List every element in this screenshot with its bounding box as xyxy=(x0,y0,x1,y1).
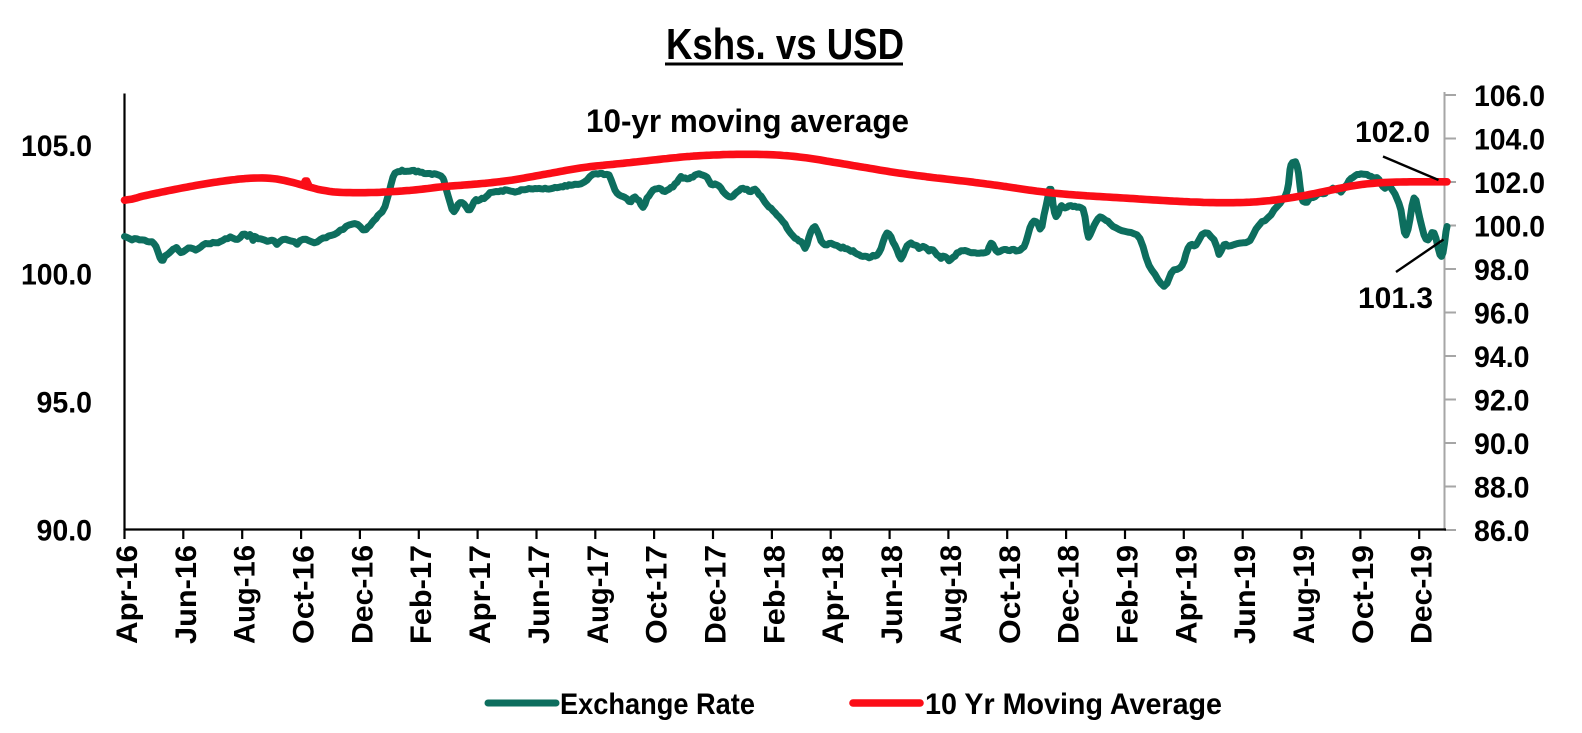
svg-text:Dec-16: Dec-16 xyxy=(346,545,379,644)
svg-text:100.0: 100.0 xyxy=(1474,210,1545,243)
svg-text:90.0: 90.0 xyxy=(1474,428,1530,461)
svg-text:Exchange Rate: Exchange Rate xyxy=(560,688,755,721)
svg-text:Apr-16: Apr-16 xyxy=(111,545,144,644)
svg-text:10-yr moving average: 10-yr moving average xyxy=(586,103,909,139)
svg-text:Feb-19: Feb-19 xyxy=(1112,545,1145,644)
svg-text:Apr-18: Apr-18 xyxy=(817,545,850,644)
svg-text:Aug-19: Aug-19 xyxy=(1288,545,1321,644)
svg-text:Oct-19: Oct-19 xyxy=(1347,545,1380,644)
svg-text:92.0: 92.0 xyxy=(1474,384,1530,417)
svg-text:90.0: 90.0 xyxy=(37,514,93,547)
svg-text:88.0: 88.0 xyxy=(1474,471,1530,504)
svg-text:Oct-16: Oct-16 xyxy=(288,545,321,644)
svg-text:86.0: 86.0 xyxy=(1474,515,1530,548)
svg-text:95.0: 95.0 xyxy=(37,386,93,419)
svg-text:101.3: 101.3 xyxy=(1358,282,1433,315)
svg-text:96.0: 96.0 xyxy=(1474,297,1530,330)
svg-text:104.0: 104.0 xyxy=(1474,123,1545,156)
svg-text:98.0: 98.0 xyxy=(1474,254,1530,287)
svg-text:Feb-18: Feb-18 xyxy=(758,545,791,644)
svg-text:Aug-18: Aug-18 xyxy=(935,545,968,644)
svg-text:Oct-17: Oct-17 xyxy=(641,545,674,644)
svg-text:Kshs. vs USD: Kshs. vs USD xyxy=(666,20,904,69)
svg-text:10 Yr Moving Average: 10 Yr Moving Average xyxy=(925,688,1222,721)
svg-text:Apr-19: Apr-19 xyxy=(1170,545,1203,644)
svg-text:Jun-19: Jun-19 xyxy=(1229,545,1262,644)
svg-text:Aug-17: Aug-17 xyxy=(582,545,615,644)
svg-text:Dec-18: Dec-18 xyxy=(1053,545,1086,644)
svg-text:102.0: 102.0 xyxy=(1355,116,1430,149)
svg-text:Aug-16: Aug-16 xyxy=(229,545,262,644)
svg-text:Dec-19: Dec-19 xyxy=(1406,545,1439,644)
svg-text:100.0: 100.0 xyxy=(21,258,92,291)
svg-text:Feb-17: Feb-17 xyxy=(405,545,438,644)
svg-text:94.0: 94.0 xyxy=(1474,341,1530,374)
svg-text:Jun-18: Jun-18 xyxy=(876,545,909,644)
svg-text:105.0: 105.0 xyxy=(21,130,92,163)
svg-text:102.0: 102.0 xyxy=(1474,167,1545,200)
svg-text:Dec-17: Dec-17 xyxy=(700,545,733,644)
svg-text:Jun-16: Jun-16 xyxy=(170,545,203,644)
svg-text:Jun-17: Jun-17 xyxy=(523,545,556,644)
svg-text:106.0: 106.0 xyxy=(1474,80,1545,113)
svg-text:Oct-18: Oct-18 xyxy=(994,545,1027,644)
svg-text:Apr-17: Apr-17 xyxy=(464,545,497,644)
